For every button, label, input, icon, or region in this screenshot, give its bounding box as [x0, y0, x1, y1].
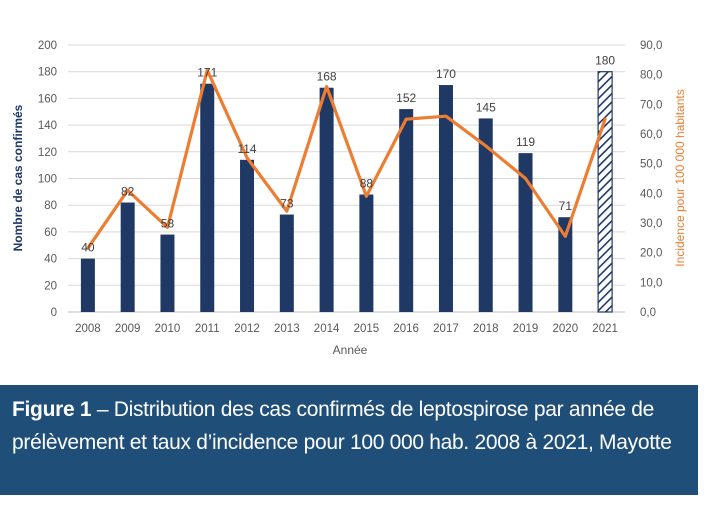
- y-tick-label: 60: [44, 227, 57, 239]
- bar: [120, 202, 135, 312]
- data-label: 82: [121, 185, 135, 199]
- x-tick-label: 2019: [513, 323, 539, 335]
- y-axis-right-ticks: 0,0 10,0 20,0 30,0 40,0 50,0 60,0 70,0 80,0 90,0: [640, 40, 662, 319]
- y-tick-label: 160: [38, 93, 57, 105]
- x-tick-label: 2012: [234, 323, 260, 335]
- x-tick-label: 2011: [195, 323, 220, 335]
- y-axis-left-title: Nombre de cas confirmés: [11, 104, 25, 251]
- y-tick-label: 120: [38, 147, 57, 159]
- y2-tick-label: 80,0: [640, 70, 662, 82]
- bar: [200, 83, 215, 312]
- data-label: 170: [436, 67, 456, 81]
- y-tick-label: 140: [38, 120, 57, 132]
- y-tick-label: 80: [44, 200, 57, 212]
- y2-tick-label: 10,0: [640, 277, 662, 289]
- x-tick-label: 2016: [393, 323, 419, 335]
- incidence-line: [86, 68, 607, 250]
- y-tick-label: 180: [38, 67, 57, 79]
- x-tick-label: 2015: [354, 323, 380, 335]
- data-label: 73: [280, 197, 294, 211]
- bar: [438, 85, 453, 312]
- gridlines: [68, 44, 625, 313]
- data-label: 40: [81, 241, 95, 255]
- y2-tick-label: 20,0: [640, 248, 662, 260]
- figure-label: Figure 1: [12, 398, 92, 421]
- bar: [319, 87, 334, 312]
- y-tick-label: 20: [44, 280, 57, 292]
- bar: [359, 194, 374, 312]
- y2-tick-label: 30,0: [640, 218, 662, 230]
- y2-tick-label: 40,0: [640, 188, 662, 200]
- data-label: 114: [237, 142, 256, 156]
- x-tick-label: 2013: [274, 323, 300, 335]
- y2-tick-label: 0,0: [640, 307, 656, 319]
- bar: [518, 153, 533, 312]
- figure-caption: Figure 1 – Distribution des cas confirmé…: [0, 385, 698, 495]
- x-tick-label: 2009: [115, 323, 141, 335]
- x-tick-label: 2017: [433, 323, 459, 335]
- bar: [80, 258, 95, 312]
- bar: [160, 234, 175, 312]
- bar-series: [80, 71, 613, 313]
- x-axis-title: Année: [333, 343, 368, 357]
- data-label: 180: [595, 54, 615, 68]
- bar: [558, 217, 573, 312]
- y-tick-label: 100: [38, 174, 57, 186]
- data-label: 71: [559, 199, 573, 213]
- bar: [399, 109, 414, 312]
- bar-hatched: [597, 71, 613, 313]
- y-tick-label: 0: [51, 307, 57, 319]
- data-label: 168: [317, 70, 337, 84]
- data-label: 152: [396, 91, 416, 105]
- x-tick-label: 2020: [553, 323, 579, 335]
- y2-tick-label: 60,0: [640, 129, 662, 141]
- bar: [240, 159, 255, 312]
- bar: [279, 214, 294, 312]
- line-series: [86, 68, 607, 250]
- data-label: 58: [161, 217, 175, 231]
- x-tick-label: 2008: [75, 323, 101, 335]
- data-label: 145: [476, 100, 496, 114]
- y2-tick-label: 90,0: [640, 40, 662, 52]
- y2-tick-label: 70,0: [640, 99, 662, 111]
- x-tick-label: 2021: [592, 323, 618, 335]
- y-tick-label: 40: [44, 254, 57, 266]
- data-labels: 40 82 58 171 114 73 168 88 152 170 145 119 71 180: [81, 54, 615, 255]
- data-label: 171: [197, 66, 217, 80]
- x-axis-ticks: 2008 2009 2010 2011 2012 2013 2014 2015 2016 2017…: [75, 323, 618, 335]
- data-label: 119: [516, 135, 535, 149]
- y-axis-right-title: Incidence pour 100 000 habitants: [673, 89, 687, 266]
- y-tick-label: 200: [38, 40, 57, 52]
- x-tick-label: 2014: [314, 323, 340, 335]
- x-tick-label: 2010: [155, 323, 181, 335]
- caption-text: – Distribution des cas confirmés de lept…: [12, 398, 672, 454]
- data-label: 88: [360, 177, 374, 191]
- combo-chart: 40 82 58 171 114 73 168 88 152 170 145 119 71 180 0 20…: [11, 40, 687, 357]
- bar: [478, 118, 493, 312]
- x-tick-label: 2018: [473, 323, 499, 335]
- y-axis-left-ticks: 0 20 40 60 80 100 120 140 160 180 200: [38, 40, 57, 319]
- y2-tick-label: 50,0: [640, 159, 662, 171]
